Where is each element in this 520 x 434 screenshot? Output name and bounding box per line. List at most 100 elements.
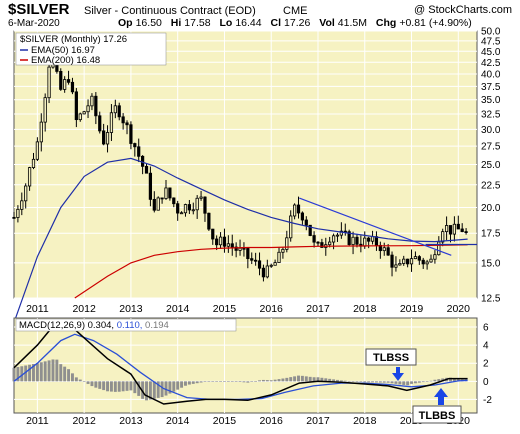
macd-histogram-bar: [78, 379, 82, 382]
candle-body: [129, 124, 133, 144]
macd-histogram-bar: [106, 381, 109, 392]
candle-body: [203, 196, 207, 214]
quote-row: Op 16.50 Hi 17.58 Lo 16.44 Cl 17.26 Vol 41.5M…: [118, 17, 472, 29]
candle-body: [12, 216, 16, 219]
price-y-tick-label: 40.0: [481, 69, 501, 80]
candle-body: [199, 196, 203, 199]
price-x-tick-label: 2015: [213, 303, 237, 315]
macd-histogram-bar: [250, 381, 254, 382]
macd-histogram-bar: [86, 381, 90, 384]
macd-histogram-bar: [168, 381, 172, 394]
price-y-tick-label: 12.5: [481, 294, 501, 305]
candle-body: [335, 234, 340, 237]
macd-histogram-bar: [172, 381, 176, 392]
candle-body: [74, 91, 78, 121]
price-y-tick-label: 50.0: [481, 27, 501, 38]
candle-body: [43, 97, 47, 123]
macd-histogram-bar: [55, 359, 59, 382]
macd-histogram-bar: [308, 376, 312, 382]
macd-histogram-bar: [12, 367, 16, 382]
price-y-tick-label: 25.0: [481, 160, 501, 171]
candle-body: [63, 79, 67, 90]
candle-body: [94, 95, 98, 117]
price-y-tick-label: 30.0: [481, 125, 501, 136]
candle-body: [59, 71, 63, 90]
macd-histogram-bar: [215, 381, 219, 382]
price-x-tick-label: 2013: [119, 303, 143, 315]
macd-histogram-bar: [324, 378, 328, 382]
candle-body: [370, 236, 375, 242]
legend-ema200-label: EMA(200) 16.48: [31, 55, 100, 66]
macd-histogram-bar: [273, 379, 277, 382]
legend-histogram-label: 0.194: [145, 320, 169, 331]
quote-date: 6-Mar-2020: [8, 18, 60, 29]
candle-body: [90, 95, 94, 107]
price-x-tick-label: 2018: [353, 303, 377, 315]
legend-macd-label: MACD(12,26,9) 0.304,: [19, 320, 114, 331]
macd-histogram-bar: [449, 377, 452, 382]
change-value: +0.81 (+4.90%): [399, 17, 471, 29]
macd-histogram-bar: [425, 381, 429, 382]
macd-histogram-bar: [187, 381, 191, 385]
price-y-tick-label: 35.0: [481, 95, 501, 106]
candle-body: [347, 231, 351, 245]
macd-histogram-bar: [39, 362, 43, 382]
macd-histogram-bar: [456, 379, 460, 382]
macd-y-tick-label: 6: [483, 323, 489, 334]
price-y-axis: 12.5 15.0 17.5 20.0 22.5 25.0 27.5 30.0 32.5 35.0…: [481, 27, 501, 305]
macd-histogram-bar: [347, 381, 351, 382]
candle-body: [191, 209, 195, 212]
macd-histogram-bar: [238, 381, 242, 382]
macd-histogram-bar: [67, 369, 71, 382]
macd-histogram-bar: [452, 378, 456, 382]
candle-body: [31, 158, 36, 168]
macd-x-tick-label: 2015: [213, 415, 237, 427]
macd-histogram-bar: [254, 381, 258, 382]
price-legend: [15, 32, 167, 66]
candle-body: [406, 258, 410, 265]
macd-histogram-bar: [304, 376, 308, 382]
macd-histogram-bar: [281, 378, 285, 382]
macd-histogram-bar: [109, 381, 113, 392]
candle-body: [386, 247, 390, 256]
candle-body: [211, 228, 215, 240]
macd-histogram-bar: [285, 377, 289, 382]
candle-body: [66, 79, 71, 83]
volume-value: 41.5M: [338, 17, 367, 29]
macd-histogram-bar: [219, 381, 223, 382]
macd-histogram-bar: [355, 381, 359, 382]
candle-body: [109, 112, 114, 133]
candle-body: [374, 236, 379, 246]
macd-histogram-bar: [145, 381, 148, 401]
candle-body: [226, 243, 230, 247]
symbol-title: $SILVER: [8, 1, 70, 18]
candle-body: [172, 197, 176, 205]
macd-histogram-bar: [394, 381, 398, 384]
macd-histogram-bar: [94, 381, 98, 388]
low-value: 16.44: [235, 17, 261, 29]
macd-histogram-bar: [43, 361, 47, 382]
candle-body: [176, 203, 180, 214]
macd-histogram-bar: [367, 381, 371, 383]
macd-line: [13, 321, 468, 405]
candle-body: [398, 263, 402, 266]
open-value: 16.50: [136, 17, 162, 29]
price-x-tick-label: 2017: [306, 303, 330, 315]
close-value: 17.26: [284, 17, 310, 29]
macd-histogram-bar: [410, 381, 413, 384]
macd-histogram-bar: [402, 381, 406, 385]
candle-body: [277, 251, 281, 263]
macd-histogram-bar: [176, 381, 180, 390]
tlbbs-box: [412, 405, 462, 424]
price-x-tick-label: 2011: [26, 303, 49, 315]
macd-histogram-bar: [261, 379, 265, 382]
macd-histogram-bar: [180, 381, 184, 388]
candle-body: [320, 242, 324, 248]
candle-body: [238, 247, 242, 251]
candle-body: [234, 246, 238, 251]
macd-histogram-bar: [312, 377, 316, 382]
macd-histogram-bar: [437, 379, 441, 382]
candle-body: [144, 165, 149, 174]
candle-body: [452, 223, 457, 235]
macd-histogram-bar: [191, 381, 195, 384]
